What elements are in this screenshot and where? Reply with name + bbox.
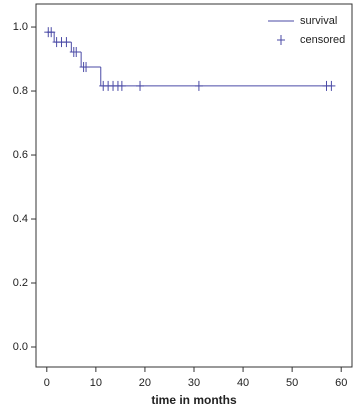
x-tick-label: 30 [188, 377, 200, 389]
x-tick-label: 40 [237, 377, 249, 389]
censor-mark [62, 37, 71, 48]
x-tick-label: 10 [90, 377, 102, 389]
legend-label: survival [300, 15, 337, 27]
x-tick-label: 60 [335, 377, 347, 389]
censor-mark [327, 80, 336, 91]
y-tick-label: 0.4 [13, 213, 28, 225]
censor-mark [136, 80, 145, 91]
x-axis-title: time in months [151, 393, 237, 407]
y-tick-label: 0.6 [13, 149, 28, 161]
legend-label: censored [300, 34, 345, 46]
censor-mark [72, 46, 81, 57]
y-tick-label: 0.0 [13, 341, 28, 353]
legend-swatch [277, 35, 285, 45]
x-tick-label: 20 [139, 377, 151, 389]
x-tick-label: 0 [44, 377, 50, 389]
censor-mark [117, 80, 126, 91]
y-tick-label: 0.8 [13, 85, 28, 97]
censor-mark [47, 27, 56, 38]
plot-frame [35, 3, 353, 368]
censor-mark [82, 62, 91, 73]
y-tick-label: 0.2 [13, 277, 28, 289]
censor-mark [194, 80, 203, 91]
y-tick-label: 1.0 [13, 21, 28, 33]
x-tick-label: 50 [286, 377, 298, 389]
